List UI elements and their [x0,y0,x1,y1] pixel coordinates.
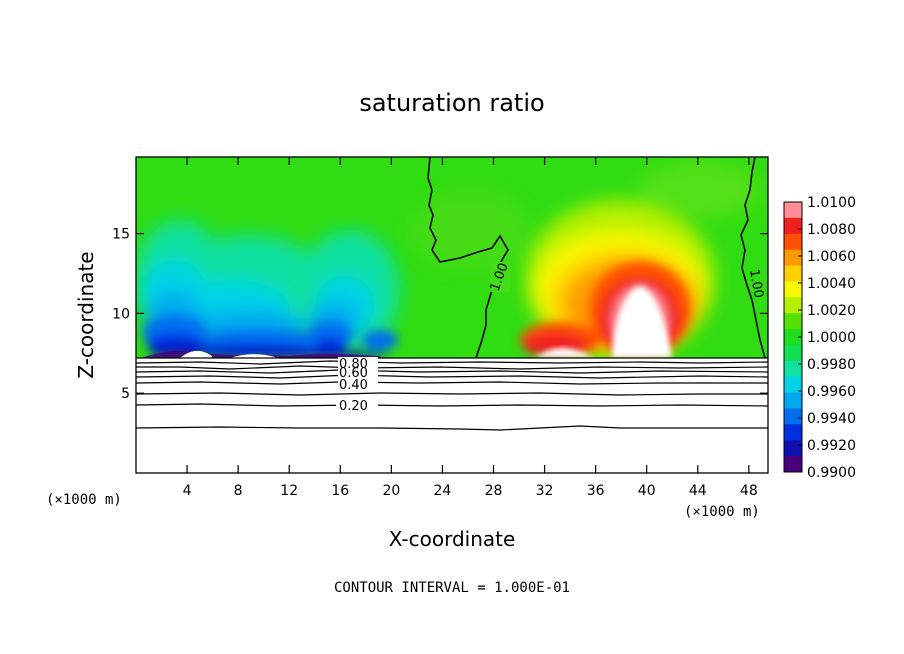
colorbar-swatch [784,424,802,441]
y-axis-label: Z-coordinate [74,251,98,378]
x-tick-label: 4 [183,483,192,499]
x-unit-label: (×1000 m) [684,504,760,520]
colorbar-swatch [784,217,802,235]
colorbar-label: 0.9920 [807,438,856,454]
contour-sat-left [427,156,509,359]
colorbar-label: 1.0020 [807,303,856,319]
contour-interval-note: CONTOUR INTERVAL = 1.000E-01 [334,580,570,596]
colorbar-label: 0.9980 [807,357,856,373]
colorbar-label: 1.0040 [807,276,856,292]
colorbar-swatch [784,297,802,314]
colorbar-swatch [784,233,802,251]
colorbar-label: 1.0000 [807,330,856,346]
x-tick-label: 28 [485,483,503,499]
colorbar: 1.0100 1.0080 1.0060 1.0040 1.0020 1.0000 0.99… [783,195,856,481]
y-tick-label: 15 [112,227,130,243]
x-tick-label: 36 [587,483,605,499]
contour-label-040: 0.40 [339,378,368,393]
colorbar-swatch [784,360,802,378]
x-tick-label: 12 [280,483,298,499]
colorbar-swatch [784,376,802,394]
colorbar-label: 0.9940 [807,411,856,427]
colorbar-swatch [784,344,802,362]
contour-label-020: 0.20 [339,399,368,414]
colorbar-swatch [784,281,802,298]
x-tick-label: 44 [689,483,707,499]
x-axis-ticks: 4 8 12 16 20 24 28 32 36 40 44 48 [183,157,758,499]
x-tick-label: 32 [536,483,554,499]
plot-frame [135,156,769,474]
y-tick-label: 5 [121,386,130,402]
y-axis-ticks: 5 10 15 [112,227,768,402]
colorbar-swatch [784,329,802,346]
color-field [136,157,768,358]
y-unit-label: (×1000 m) [46,492,122,508]
y-tick-label: 10 [112,306,130,322]
colorbar-label: 1.0060 [807,249,856,265]
x-tick-label: 8 [234,483,243,499]
colorbar-swatch [784,202,802,219]
colorbar-swatch [784,249,802,267]
x-tick-label: 24 [434,483,452,499]
x-axis-label: X-coordinate [389,527,516,551]
colorbar-label: 0.9900 [807,465,856,481]
colorbar-swatch [784,265,802,282]
colorbar-label: 1.0100 [807,195,856,211]
x-tick-label: 16 [331,483,349,499]
colorbar-swatch [784,392,802,409]
colorbar-swatch [784,408,802,425]
chart-title: saturation ratio [359,89,544,117]
colorbar-label: 0.9960 [807,384,856,400]
x-tick-label: 20 [382,483,400,499]
colorbar-swatch [784,440,802,457]
colorbar-swatch [784,456,802,473]
contour-label-sat-right: 1.00 [746,268,766,299]
contour-sat-right [740,156,766,359]
x-tick-label: 48 [740,483,758,499]
lower-contours [135,357,769,431]
contour-label-060: 0.60 [339,366,368,381]
colorbar-label: 1.0080 [807,222,856,238]
colorbar-swatch [784,313,802,330]
x-tick-label: 40 [638,483,656,499]
